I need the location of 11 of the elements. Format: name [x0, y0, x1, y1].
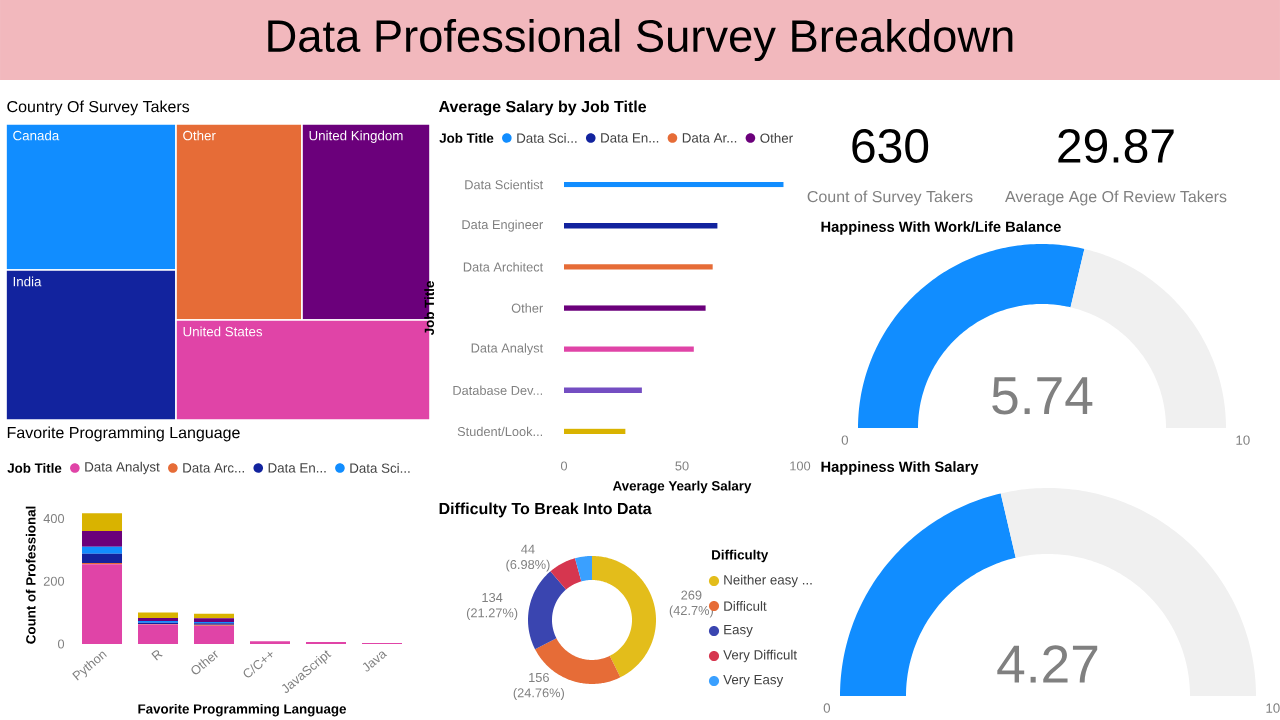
text: Country Of Survey Takers: [7, 100, 190, 116]
text: Data Professional Survey Breakdown: [268, 18, 1013, 62]
chart-title: Difficulty To Break Into Data: [439, 502, 652, 518]
text: Count of Survey Takers: [807, 190, 973, 206]
chart-title: Average Salary by Job Title: [438, 100, 647, 116]
text: Average Age Of Review Takers: [1005, 190, 1227, 206]
text: 4.27: [997, 645, 1098, 683]
text: 29.87: [1058, 128, 1174, 163]
text: 5.74: [992, 377, 1093, 415]
chart-title: Favorite Programming Language: [7, 426, 240, 442]
text: 630: [852, 128, 929, 163]
